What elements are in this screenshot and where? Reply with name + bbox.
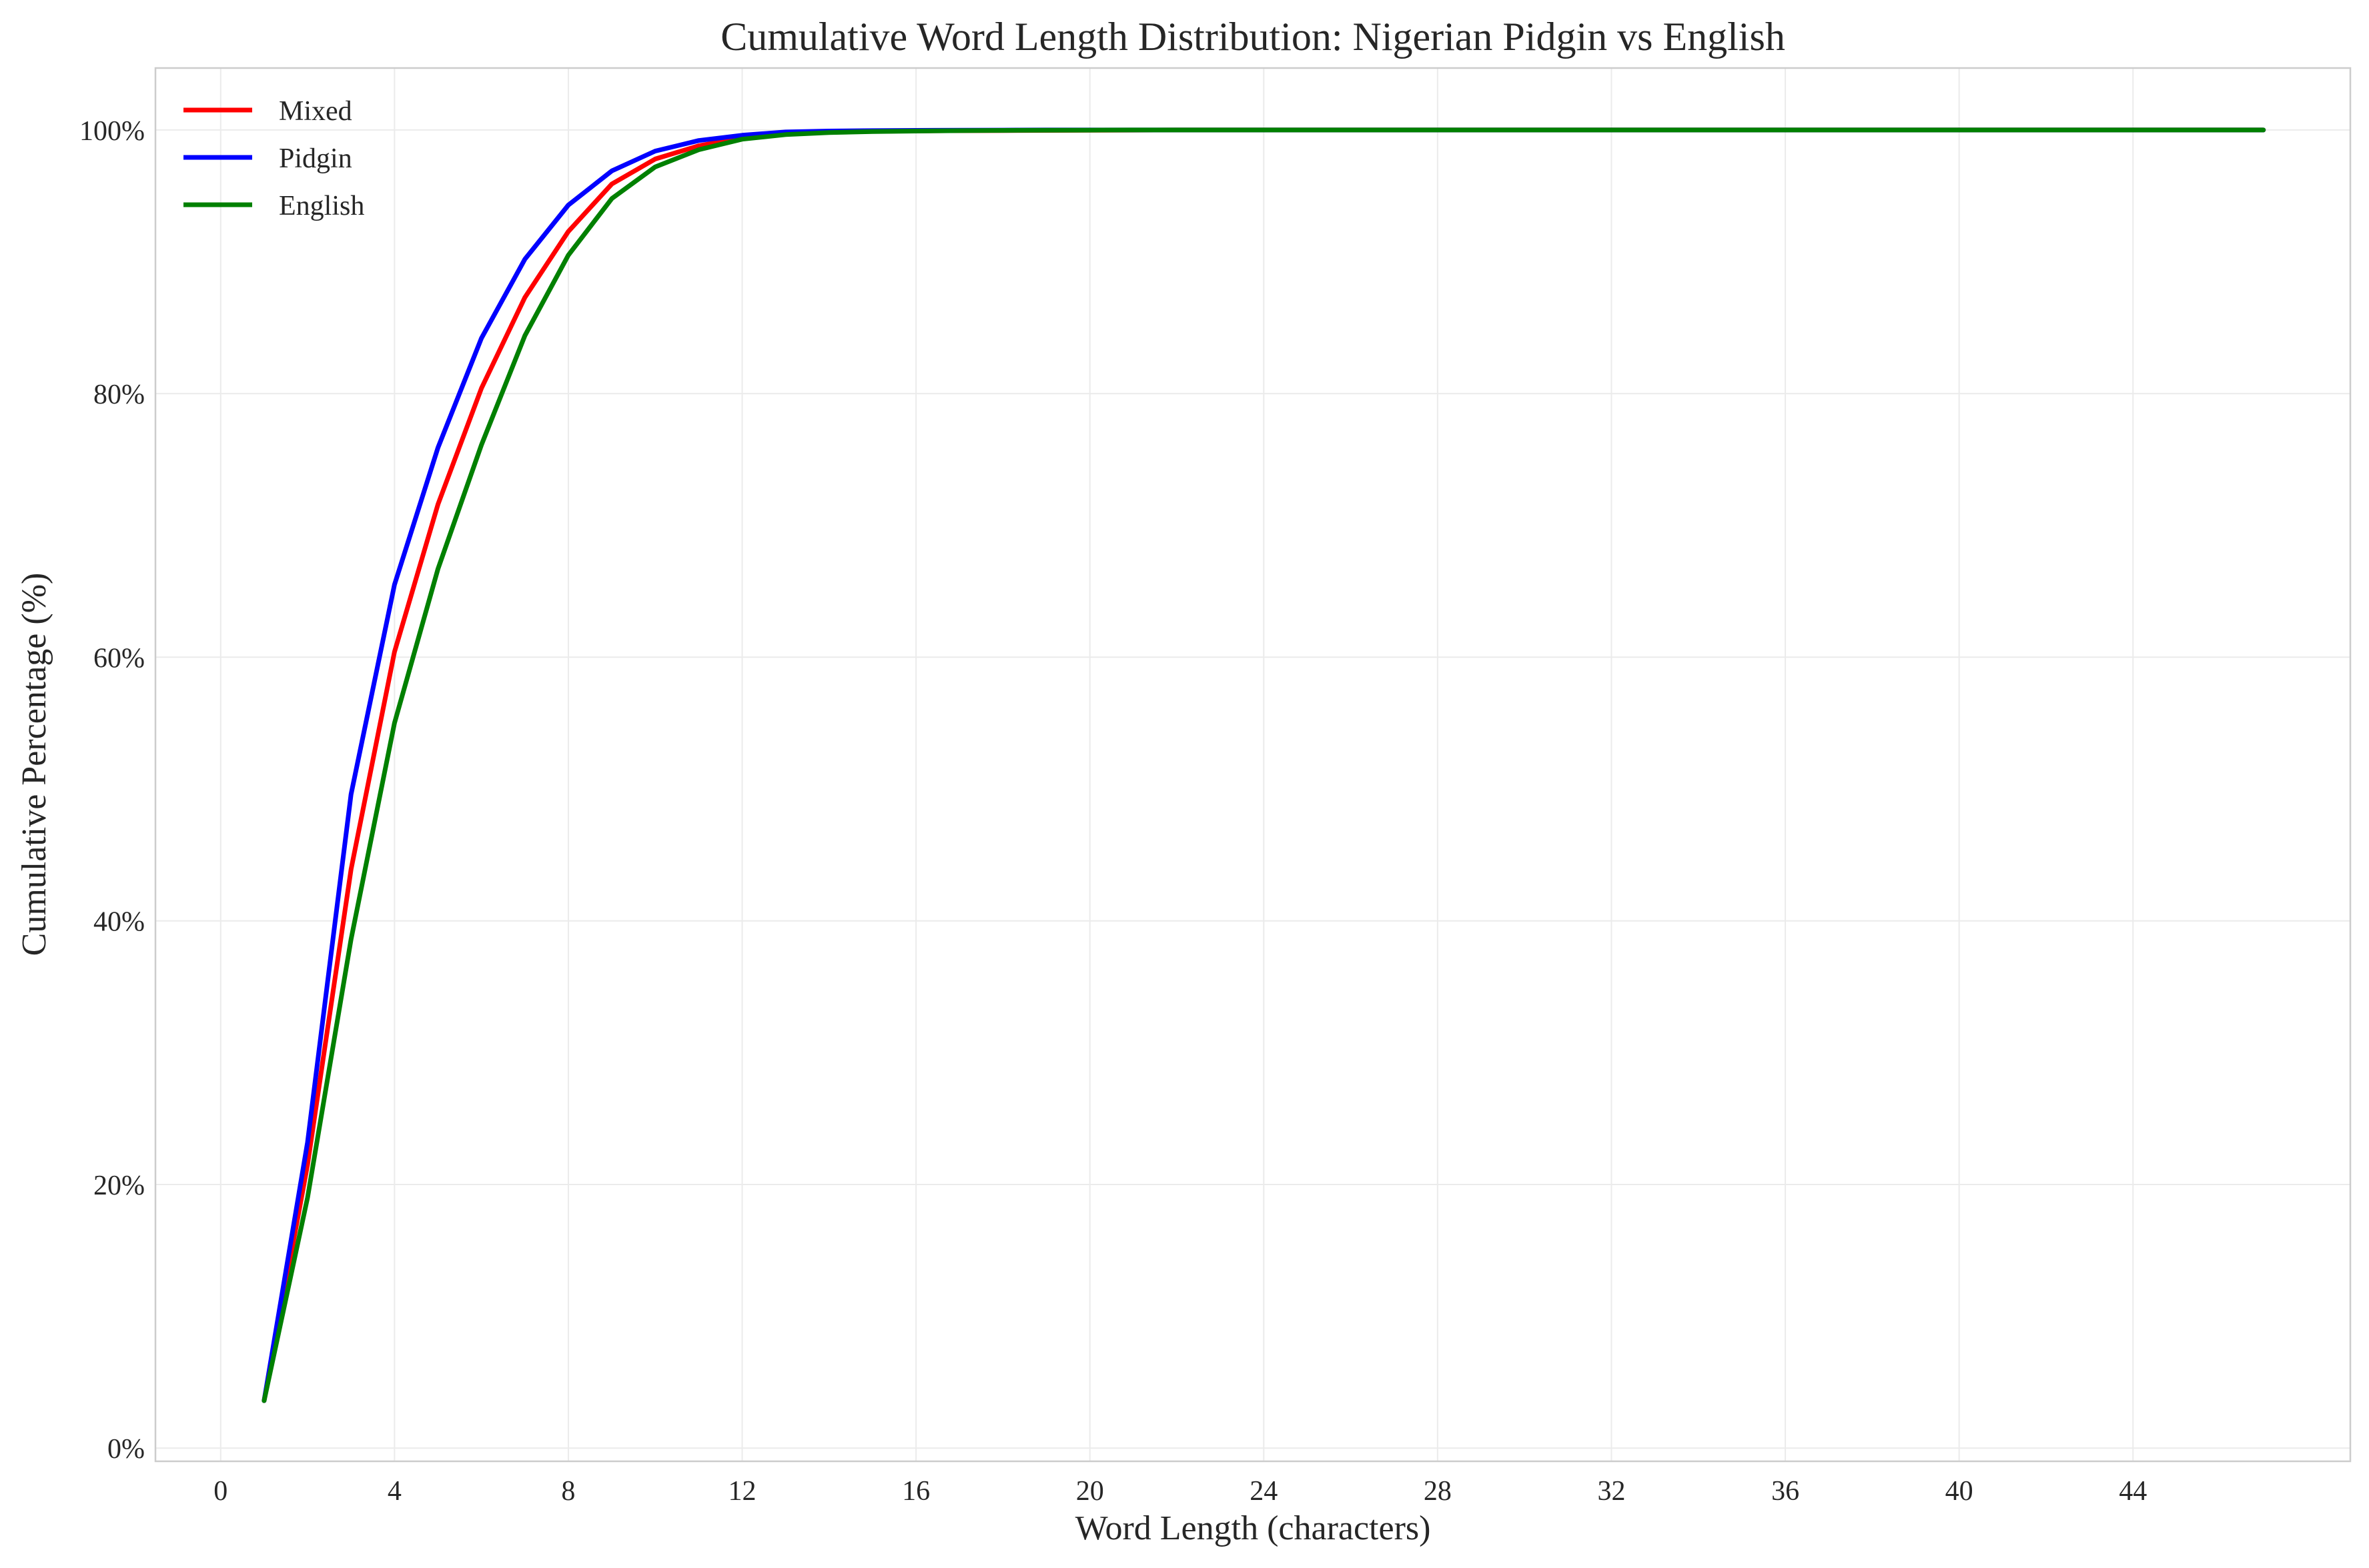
x-tick-label: 24 (1250, 1476, 1278, 1507)
y-tick-label: 0% (107, 1434, 145, 1465)
chart-title: Cumulative Word Length Distribution: Nig… (721, 15, 1785, 59)
y-tick-label: 20% (93, 1170, 145, 1201)
x-tick-label: 44 (2119, 1476, 2147, 1507)
tick-labels: 0 4 8 12 16 20 24 28 32 36 40 44 0% 20% 40% 60% 80% 100% (79, 116, 2147, 1507)
x-tick-label: 16 (902, 1476, 930, 1507)
legend: Mixed Pidgin English (183, 96, 364, 221)
series-line-english (262, 127, 2266, 1403)
x-tick-label: 32 (1597, 1476, 1625, 1507)
x-tick-label: 40 (1945, 1476, 1973, 1507)
x-tick-label: 0 (213, 1476, 227, 1507)
x-axis-label: Word Length (characters) (1075, 1509, 1431, 1547)
y-tick-label: 60% (93, 643, 145, 674)
x-tick-label: 12 (729, 1476, 757, 1507)
x-tick-label: 20 (1076, 1476, 1104, 1507)
y-axis-label: Cumulative Percentage (%) (15, 573, 53, 956)
plot-frame (154, 67, 2352, 1463)
x-tick-label: 28 (1424, 1476, 1452, 1507)
x-tick-label: 36 (1771, 1476, 1799, 1507)
legend-label-mixed: Mixed (279, 96, 352, 127)
series-lines (262, 127, 2266, 1403)
y-tick-label: 80% (93, 379, 145, 410)
y-tick-label: 100% (79, 116, 145, 147)
legend-label-english: English (279, 191, 364, 221)
x-tick-label: 8 (561, 1476, 575, 1507)
legend-label-pidgin: Pidgin (279, 143, 352, 174)
y-tick-label: 40% (93, 907, 145, 938)
grid-lines (155, 68, 2350, 1461)
x-tick-label: 4 (388, 1476, 402, 1507)
